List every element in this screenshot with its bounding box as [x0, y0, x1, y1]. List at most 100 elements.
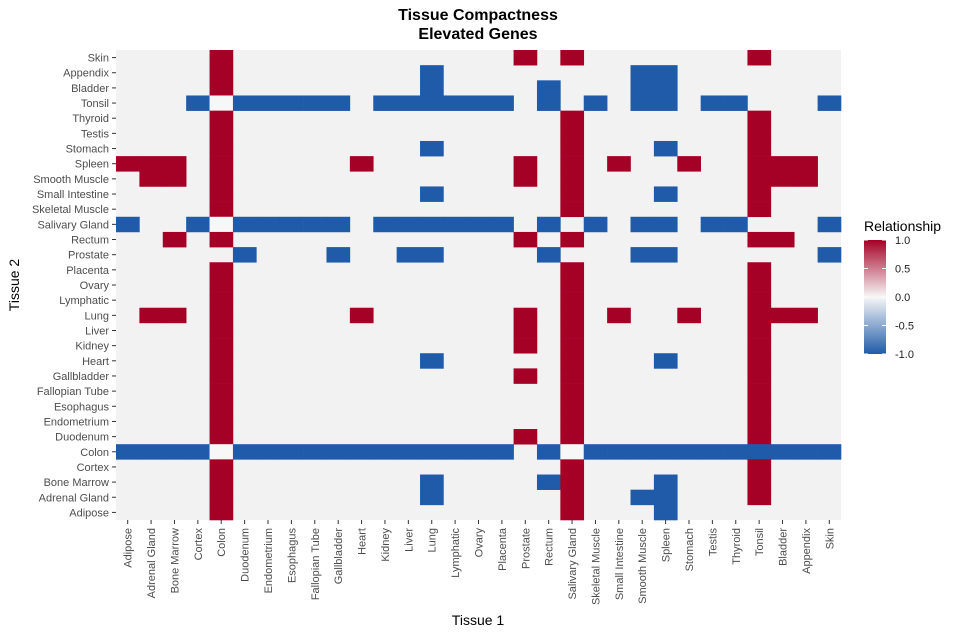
y-tick-label-adrenal-gland: Adrenal Gland — [39, 492, 109, 504]
heatmap-cell-lung-bladder — [420, 80, 444, 96]
heatmap-cell-bladder-smooth-muscle — [770, 171, 795, 187]
heatmap-cell-salivary-gland-lung — [560, 307, 585, 324]
x-tick-label-tonsil: Tonsil — [754, 528, 766, 556]
x-tick-label-duodenum: Duodenum — [240, 528, 252, 582]
heatmap-cell-tonsil-kidney — [747, 338, 772, 354]
y-tick-label-appendix: Appendix — [63, 68, 109, 80]
x-tick-label-adrenal-gland: Adrenal Gland — [146, 528, 158, 598]
x-tick-label-skin: Skin — [824, 528, 836, 549]
heatmap-cell-colon-endometrium — [209, 413, 234, 430]
chart-title-line-2: Elevated Genes — [418, 26, 537, 43]
heatmap-cell-colon-liver — [209, 322, 234, 339]
heatmap-cell-bladder-rectum — [770, 231, 795, 248]
heatmap-cell-rectum-tonsil — [536, 95, 561, 111]
heatmap-cell-lung-heart — [420, 353, 444, 369]
heatmap-cell-lung-bone-marrow — [420, 474, 444, 490]
heatmap-cell-placenta-tonsil — [490, 95, 514, 111]
heatmap-cell-tonsil-stomach — [747, 140, 772, 157]
heatmap-cell-skin-salivary-gland — [817, 216, 842, 233]
heatmap-cell-colon-lymphatic — [209, 292, 234, 309]
heatmap-cell-lung-colon — [420, 444, 444, 460]
heatmap-cell-small-intestine-colon — [607, 444, 631, 460]
heatmap-cell-bladder-lung — [770, 307, 795, 324]
heatmap-cell-salivary-gland-duodenum — [560, 429, 585, 445]
x-tick-label-ovary: Ovary — [474, 528, 486, 558]
y-tick-label-salivary-gland: Salivary Gland — [37, 219, 109, 231]
heatmap-cell-tonsil-small-intestine — [747, 186, 772, 202]
heatmap-cell-lung-prostate — [420, 247, 444, 263]
heatmap-cell-duodenum-salivary-gland — [232, 216, 257, 233]
heatmap-cell-bone-marrow-lung — [162, 307, 187, 324]
heatmap-cell-bone-marrow-spleen — [162, 156, 187, 172]
heatmap-cell-colon-duodenum — [209, 429, 234, 445]
y-tick-label-thyroid: Thyroid — [72, 113, 109, 125]
heatmap-cell-rectum-prostate — [536, 247, 561, 263]
heatmap-cell-lymphatic-colon — [443, 444, 468, 460]
heatmap-cell-tonsil-placenta — [747, 262, 772, 278]
heatmap-cell-lung-appendix — [420, 65, 444, 81]
heatmap-cell-esophagus-tonsil — [279, 95, 304, 111]
heatmap-cell-lung-tonsil — [420, 95, 444, 111]
x-tick-label-endometrium: Endometrium — [263, 528, 275, 593]
legend-color-bar — [864, 240, 886, 354]
heatmap-cell-duodenum-tonsil — [232, 95, 257, 111]
heatmap-cell-tonsil-spleen — [747, 156, 772, 172]
heatmap-cell-salivary-gland-spleen — [560, 156, 585, 172]
heatmap-cell-lymphatic-tonsil — [443, 95, 468, 111]
legend-tick-label: -0.5 — [895, 321, 914, 333]
heatmap-cell-stomach-colon — [677, 444, 701, 460]
heatmap-cell-bone-marrow-colon — [162, 444, 187, 460]
heatmap-cell-adrenal-gland-smooth-muscle — [139, 171, 164, 187]
heatmap-cell-salivary-gland-smooth-muscle — [560, 171, 585, 187]
y-tick-label-lung: Lung — [85, 310, 109, 322]
heatmap-cell-spleen-bone-marrow — [653, 474, 678, 490]
heatmap-cell-prostate-kidney — [513, 338, 538, 354]
heatmap-cell-kidney-salivary-gland — [373, 216, 397, 233]
heatmap-cell-tonsil-skin — [747, 50, 772, 66]
heatmap-cell-gallbladder-tonsil — [326, 95, 351, 111]
heatmap-cell-kidney-colon — [373, 444, 397, 460]
x-tick-label-testis: Testis — [707, 528, 719, 557]
heatmap-cell-skeletal-muscle-tonsil — [583, 95, 608, 111]
heatmap-cell-lung-salivary-gland — [420, 216, 444, 233]
x-tick-label-bladder: Bladder — [778, 528, 790, 566]
heatmap-cell-salivary-gland-placenta — [560, 262, 585, 278]
y-tick-label-bladder: Bladder — [71, 83, 109, 95]
y-tick-label-colon: Colon — [80, 447, 109, 459]
heatmap-cell-esophagus-salivary-gland — [279, 216, 304, 233]
x-tick-label-stomach: Stomach — [684, 528, 696, 571]
heatmap-cell-fallopian-tube-colon — [303, 444, 327, 460]
x-tick-label-rectum: Rectum — [544, 528, 556, 566]
y-tick-label-prostate: Prostate — [68, 250, 109, 262]
x-tick-label-esophagus: Esophagus — [286, 528, 298, 584]
heatmap-cell-smooth-muscle-adrenal-gland — [630, 489, 655, 506]
color-legend: Relationship 1.0 0.5 0.0 -0.5 -1.0 — [864, 218, 941, 361]
x-tick-label-thyroid: Thyroid — [731, 528, 743, 565]
heatmap-cell-liver-salivary-gland — [396, 216, 421, 233]
heatmap-cell-colon-salivary-gland — [209, 216, 234, 233]
heatmap-cell-colon-rectum — [209, 231, 234, 248]
heatmap-cell-salivary-gland-colon — [560, 444, 585, 460]
y-tick-label-liver: Liver — [85, 325, 109, 337]
heatmap-cell-prostate-gallbladder — [513, 368, 538, 384]
heatmap-cell-gallbladder-salivary-gland — [326, 216, 351, 233]
x-tick-label-appendix: Appendix — [801, 528, 813, 574]
heatmap-cell-testis-tonsil — [700, 95, 725, 111]
heatmap-cell-prostate-lung — [513, 307, 538, 324]
heatmap-cell-colon-small-intestine — [209, 186, 234, 202]
heatmap-cell-salivary-gland-thyroid — [560, 110, 585, 127]
legend-tick-label: 0.0 — [895, 292, 910, 304]
heatmap-cell-thyroid-tonsil — [724, 95, 748, 111]
y-tick-label-skin: Skin — [88, 53, 109, 65]
heatmap-cell-salivary-gland-fallopian-tube — [560, 383, 585, 400]
heatmap-cell-bladder-colon — [770, 444, 795, 460]
x-tick-label-liver: Liver — [403, 528, 415, 552]
heatmap-cell-adipose-spleen — [116, 156, 140, 172]
heatmap-cell-tonsil-endometrium — [747, 413, 772, 430]
heatmap-cell-placenta-colon — [490, 444, 514, 460]
heatmap-cell-thyroid-salivary-gland — [724, 216, 748, 233]
heatmap-cell-spleen-adrenal-gland — [653, 489, 678, 506]
heatmap-cell-kidney-tonsil — [373, 95, 397, 111]
y-tick-label-skeletal-muscle: Skeletal Muscle — [32, 204, 109, 216]
